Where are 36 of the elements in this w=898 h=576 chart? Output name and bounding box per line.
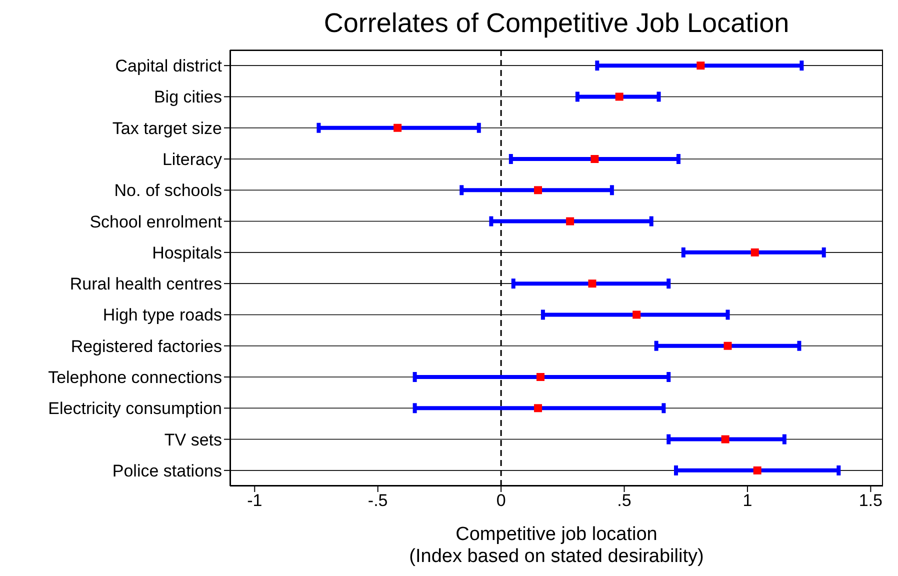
x-axis-title: Competitive job location (Index based on stated desirability): [408, 524, 705, 568]
y-tick-label: Telephone connections: [48, 368, 222, 388]
point: [590, 155, 599, 163]
point: [750, 248, 759, 256]
x-tick-label: 1.5: [858, 491, 882, 510]
point: [534, 404, 542, 412]
y-tick-label: Capital district: [115, 56, 222, 76]
point: [615, 92, 624, 101]
y-tick-label: Police stations: [112, 461, 222, 480]
y-tick-label: Electricity consumption: [48, 399, 222, 418]
point: [696, 62, 705, 70]
x-tick-label: 1: [742, 491, 752, 510]
y-tick-label: Tax target size: [112, 118, 222, 138]
point: [632, 310, 641, 319]
point: [724, 342, 732, 350]
y-tick-label: Literacy: [162, 150, 222, 170]
point: [566, 217, 574, 226]
y-tick-label: No. of schools: [114, 181, 222, 200]
y-tick-label: High type roads: [102, 306, 222, 325]
point: [536, 373, 544, 381]
y-tick-label: Hospitals: [152, 243, 222, 262]
x-tick-label: -.5: [368, 491, 388, 510]
x-tick-label: 0: [496, 491, 506, 510]
x-tick-label: .5: [617, 491, 632, 510]
y-tick-label: Registered factories: [70, 336, 222, 356]
x-tick-label: -1: [247, 491, 262, 510]
y-tick-label: TV sets: [164, 430, 222, 450]
point: [721, 435, 730, 444]
y-tick-label: Big cities: [154, 88, 222, 107]
point: [394, 124, 402, 132]
y-tick-label: School enrolment: [90, 212, 222, 232]
point: [588, 280, 596, 288]
point: [753, 466, 762, 474]
chart-title: Correlates of Competitive Job Location: [322, 8, 790, 39]
y-tick-label: Rural health centres: [70, 274, 222, 294]
point: [534, 186, 542, 194]
